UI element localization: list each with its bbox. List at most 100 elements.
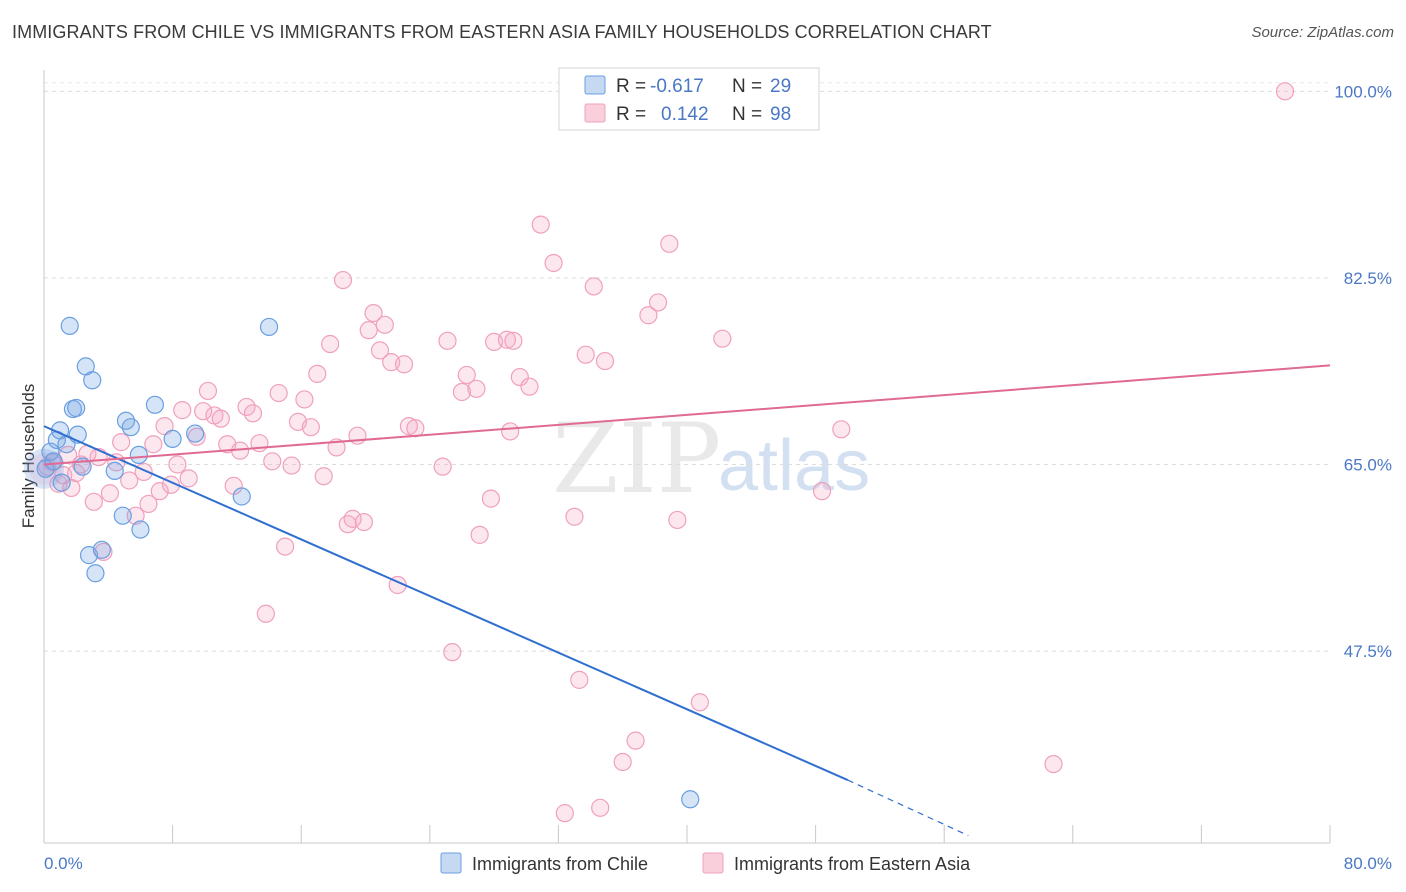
bottom-legend-asia-label: Immigrants from Eastern Asia [734, 854, 971, 874]
asia-point-79 [565, 507, 584, 526]
bottom-legend-chile-label: Immigrants from Chile [472, 854, 648, 874]
asia-point-78 [555, 804, 574, 823]
chile-point-9 [67, 398, 86, 418]
asia-point-27 [194, 402, 213, 421]
asia-point-60 [394, 355, 414, 374]
asia-point-88 [648, 293, 668, 312]
chart-title: IMMIGRANTS FROM CHILE VS IMMIGRANTS FROM… [12, 22, 992, 42]
asia-point-55 [364, 303, 383, 323]
chile-point-21 [129, 445, 148, 465]
y-tick-label-3: 47.5% [1344, 642, 1392, 661]
asia-point-44 [301, 418, 320, 437]
asia-point-9 [84, 492, 103, 511]
asia-point-18 [139, 494, 158, 514]
y-tick-label-0: 100.0% [1334, 82, 1392, 101]
asia-point-14 [112, 433, 131, 452]
legend-asia-n-label: N = [732, 104, 762, 125]
asia-point-89 [660, 234, 679, 253]
legend-chile-r-label: R = [616, 76, 646, 97]
asia-point-82 [584, 277, 603, 296]
asia-point-46 [314, 467, 333, 486]
asia-point-56 [370, 341, 390, 360]
asia-point-77 [544, 253, 563, 273]
asia-point-63 [433, 457, 452, 476]
chile-point-22 [131, 520, 150, 539]
asia-point-70 [467, 379, 486, 398]
legend-asia-n-value: 98 [770, 104, 791, 125]
watermark-zip: ZIP [552, 403, 721, 515]
asia-point-62 [406, 419, 425, 438]
asia-point-67 [457, 365, 476, 385]
asia-point-65 [443, 643, 462, 662]
asia-point-49 [333, 270, 353, 290]
legend-asia-swatch [584, 103, 606, 123]
asia-point-45 [308, 364, 327, 383]
legend-chile-swatch [584, 75, 606, 95]
legend-chile-n-value: 29 [770, 76, 791, 97]
grid [44, 82, 1330, 652]
asia-point-95 [1044, 755, 1063, 774]
asia-point-15 [120, 471, 139, 490]
asia-point-23 [168, 455, 187, 474]
asia-point-50 [338, 515, 357, 534]
chile-point-16 [92, 540, 111, 559]
legend-asia-r-value: 0.142 [661, 104, 709, 125]
legend: R = -0.617 N = 29 R = 0.142 N = 98 [558, 67, 820, 131]
asia-point-43 [295, 390, 314, 409]
trend-lines [43, 364, 1331, 837]
chile-trend-line-extrapolated [847, 779, 969, 837]
series-chile-points [24, 316, 700, 809]
asia-point-66 [452, 382, 472, 402]
x-tick-label-max: 80.0% [1344, 854, 1392, 873]
legend-asia-r-label: R = [616, 104, 646, 125]
asia-point-80 [570, 670, 589, 689]
bottom-legend: Immigrants from Chile Immigrants from Ea… [440, 852, 971, 874]
chile-point-5 [52, 473, 71, 492]
asia-point-21 [155, 417, 174, 436]
asia-point-57 [375, 315, 394, 334]
chile-point-15 [86, 564, 105, 583]
asia-point-26 [187, 427, 206, 446]
asia-point-19 [144, 435, 163, 454]
chile-point-27 [259, 317, 279, 337]
asia-point-24 [173, 401, 192, 420]
asia-point-96 [1275, 82, 1295, 101]
bottom-legend-chile-swatch [440, 852, 462, 874]
asia-point-81 [576, 345, 595, 364]
asia-point-74 [510, 367, 529, 387]
chile-point-2 [44, 452, 63, 471]
chile-point-25 [186, 424, 205, 443]
chile-point-18 [113, 506, 132, 525]
asia-point-53 [354, 512, 373, 532]
x-ticks [43, 825, 1331, 843]
asia-point-20 [150, 482, 169, 501]
chile-point-17 [105, 461, 124, 480]
asia-point-12 [100, 484, 120, 503]
asia-point-38 [263, 452, 282, 471]
asia-point-68 [470, 525, 489, 544]
asia-point-86 [626, 731, 645, 750]
asia-cluster-marker [28, 452, 61, 485]
chile-point-26 [232, 487, 251, 506]
legend-chile-r-value: -0.617 [650, 76, 704, 97]
asia-point-83 [595, 351, 615, 371]
chile-point-1 [41, 442, 60, 461]
y-tick-labels: 100.0% 82.5% 65.0% 47.5% [1334, 82, 1392, 661]
asia-point-93 [812, 482, 832, 501]
asia-point-85 [613, 752, 632, 772]
asia-trend-line [43, 364, 1331, 466]
chile-point-24 [163, 429, 182, 449]
watermark: ZIP atlas [552, 403, 870, 515]
series-eastern-asia-points [28, 82, 1295, 823]
asia-point-16 [126, 506, 145, 525]
asia-point-94 [832, 420, 851, 439]
source-label: Source: ZipAtlas.com [1251, 24, 1394, 41]
y-tick-label-2: 65.0% [1344, 455, 1392, 474]
asia-point-87 [639, 306, 658, 325]
asia-point-35 [243, 404, 263, 423]
chile-point-28 [681, 790, 700, 809]
asia-point-40 [276, 537, 295, 556]
asia-point-91 [690, 693, 709, 712]
